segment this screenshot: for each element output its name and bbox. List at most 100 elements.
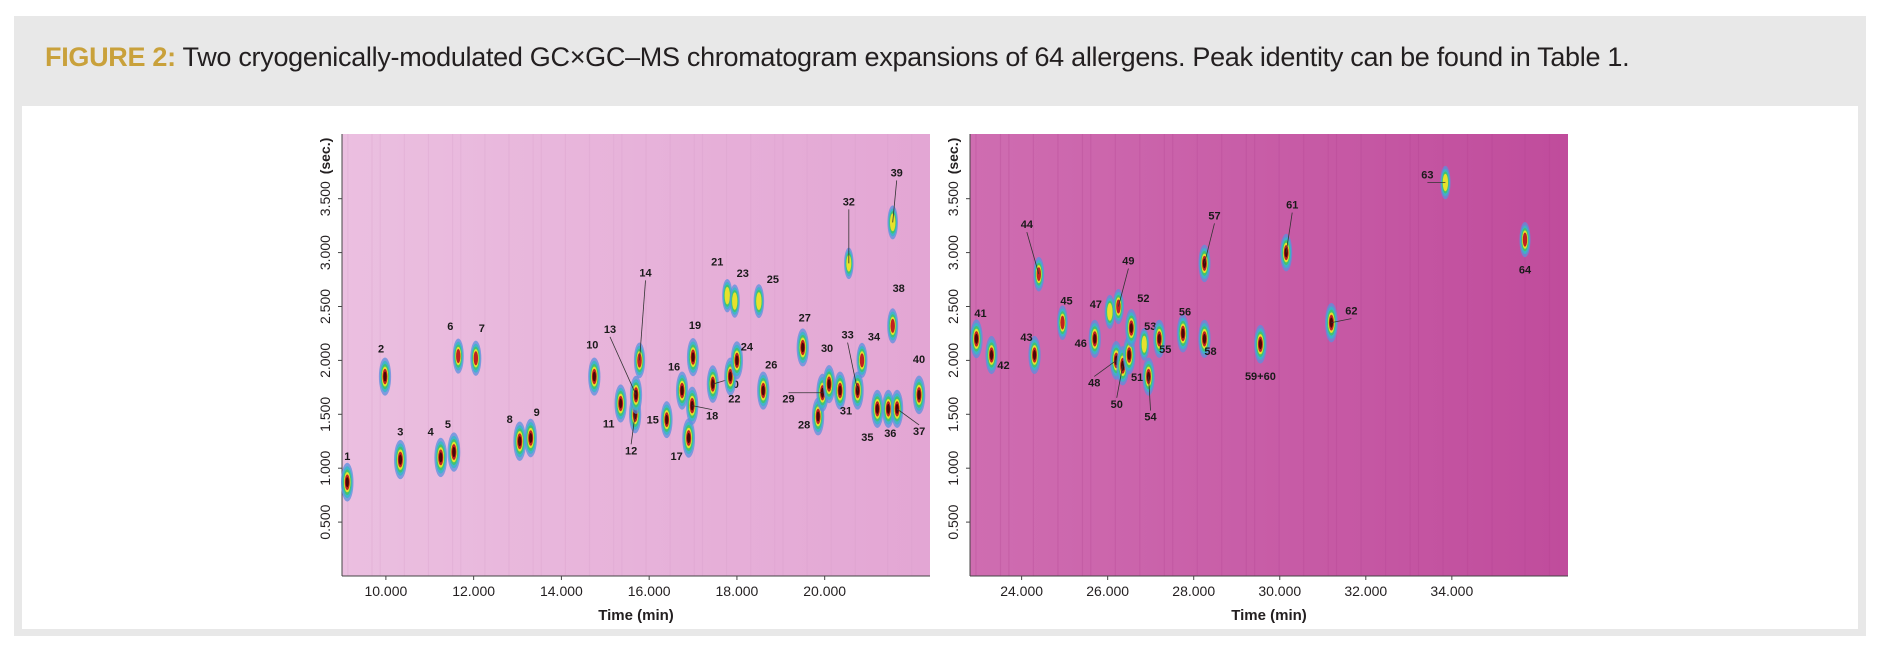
peak-38	[887, 308, 899, 344]
peak-label-11: 11	[603, 419, 615, 431]
peak-label-2: 2	[378, 344, 384, 356]
peak-58	[1198, 319, 1211, 358]
peak-label-23: 23	[737, 268, 749, 280]
peak-58-layer-5	[1202, 333, 1207, 344]
peak-42-layer-5	[989, 350, 994, 360]
peak-leader-54	[1148, 376, 1151, 411]
streak-1-17	[1196, 134, 1198, 576]
peak-5	[447, 432, 461, 472]
peak-17-layer-5	[686, 432, 691, 444]
plot-area-1	[970, 134, 1568, 576]
streak-1-26	[1335, 134, 1338, 576]
peak-5-layer-5	[452, 446, 456, 458]
y-tick-label-1-0: 0.500	[945, 504, 961, 539]
peak-31	[833, 371, 847, 410]
peak-51-layer-5	[1127, 349, 1131, 361]
peak-label-36: 36	[884, 428, 896, 440]
streak-0-15	[403, 134, 405, 576]
peak-41-layer-5	[974, 333, 979, 344]
peak-label-47: 47	[1090, 299, 1102, 311]
streak-1-3	[1245, 134, 1247, 576]
peak-28-layer-5	[816, 411, 820, 422]
peak-26	[757, 371, 770, 410]
streak-1-2	[1163, 134, 1165, 576]
peak-label-54: 54	[1144, 412, 1157, 424]
streak-1-8	[1057, 134, 1059, 576]
peak-2	[378, 357, 392, 396]
x-tick-label-0-0: 10.000	[364, 583, 407, 599]
peak-leader-57	[1204, 223, 1215, 264]
x-tick-label-1-0: 24.000	[1000, 583, 1043, 599]
peak-37-layer-5	[895, 403, 899, 414]
peak-1	[341, 462, 354, 502]
peak-label-62: 62	[1345, 306, 1357, 318]
streak-0-11	[669, 134, 671, 576]
peak-20	[706, 365, 719, 403]
peak-45	[1057, 305, 1068, 340]
streak-1-19	[1360, 134, 1362, 576]
peak-56	[1176, 314, 1190, 353]
streak-0-25	[621, 134, 623, 576]
peak-7-layer-4	[473, 351, 479, 366]
peak-14	[633, 342, 646, 379]
peak-label-8: 8	[507, 414, 513, 426]
peak-leader-13	[609, 336, 637, 396]
y-tick-label-0-0: 0.500	[317, 504, 333, 539]
peak-label-26: 26	[765, 360, 777, 372]
peak-62-layer-5	[1329, 317, 1334, 328]
peak-17	[682, 418, 696, 458]
peak-label-38: 38	[893, 283, 905, 295]
peak-10-layer-5	[592, 371, 596, 382]
peak-40	[912, 375, 926, 415]
y-tick-label-1-4: 2.500	[945, 289, 961, 324]
peak-label-3: 3	[397, 427, 403, 439]
y-tick-label-0-4: 2.500	[317, 289, 333, 324]
streak-0-14	[911, 134, 913, 576]
peak-47-layer-3	[1107, 303, 1113, 321]
peak-35	[871, 389, 884, 429]
peak-59+60-layer-5	[1258, 339, 1263, 350]
peak-label-55: 55	[1159, 344, 1171, 356]
peak-26-layer-5	[761, 385, 765, 396]
streak-0-0	[371, 134, 373, 576]
peak-46-layer-5	[1093, 333, 1097, 344]
streak-1-4	[1327, 134, 1329, 576]
x-tick-label-1-3: 30.000	[1258, 583, 1301, 599]
peak-label-25: 25	[767, 274, 779, 286]
x-tick-label-1-2: 28.000	[1172, 583, 1215, 599]
y-tick-label-1-3: 2.000	[945, 343, 961, 378]
peak-41	[970, 319, 983, 359]
streak-0-22	[379, 134, 381, 576]
peak-23-layer-3	[732, 292, 738, 310]
peak-label-15: 15	[647, 415, 659, 427]
streak-0-18	[645, 134, 647, 576]
peak-leader-12	[630, 414, 636, 445]
peak-label-17: 17	[671, 451, 683, 463]
peak-label-42: 42	[997, 360, 1009, 372]
peak-30	[822, 365, 836, 404]
y-tick-label-1-1: 1.000	[945, 450, 961, 485]
peak-64	[1519, 222, 1531, 258]
peak-label-50: 50	[1111, 399, 1123, 411]
peak-6	[452, 338, 464, 374]
peak-47	[1104, 294, 1116, 329]
peak-52	[1125, 308, 1138, 348]
streak-0-19	[725, 134, 728, 576]
peak-61	[1280, 233, 1293, 272]
streak-1-27	[1417, 134, 1420, 576]
peak-label-10: 10	[586, 340, 598, 352]
streak-1-21	[1524, 134, 1526, 576]
peak-21-layer-3	[724, 287, 730, 305]
peak-leader-50	[1116, 365, 1124, 398]
y-tick-label-1-5: 3.000	[945, 235, 961, 270]
x-tick-label-1-1: 26.000	[1086, 583, 1129, 599]
peak-9	[524, 418, 537, 458]
chromatogram-right: 0.500 1.000 1.500 2.000 2.500 3.000 3.500 (sec.…	[945, 134, 1568, 624]
chromatogram-svg: 0.500 1.000 1.500 2.000 2.500 3.000 3.500 (sec.…	[317, 134, 1568, 624]
figure-label: FIGURE 2:	[45, 42, 176, 72]
y-tick-label-0-1: 1.000	[317, 450, 333, 485]
x-axis-label-1: Time (min)	[1231, 607, 1307, 624]
peak-6-layer-4	[456, 349, 461, 364]
peak-43	[1028, 335, 1041, 375]
peak-label-7: 7	[479, 323, 485, 335]
